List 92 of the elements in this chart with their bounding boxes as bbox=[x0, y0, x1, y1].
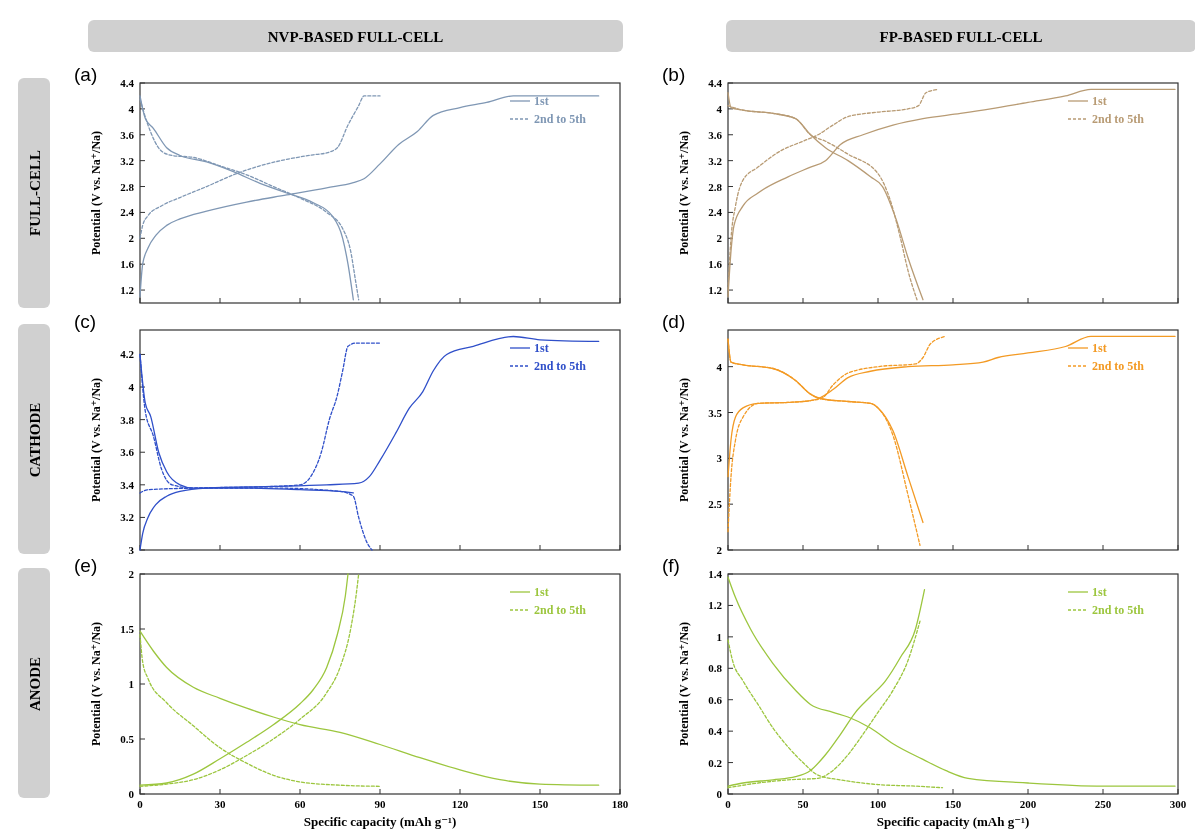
y-tick-label: 4.2 bbox=[120, 348, 135, 361]
y-axis-title: Potential (V vs. Na⁺/Na) bbox=[677, 130, 691, 256]
legend-label: 1st bbox=[1092, 341, 1107, 355]
line-series bbox=[727, 88, 1176, 298]
legend-label: 2nd to 5th bbox=[534, 603, 587, 617]
x-tick-label: 90 bbox=[374, 798, 386, 810]
legend-label: 1st bbox=[534, 585, 549, 599]
y-tick-label: 2.5 bbox=[708, 498, 723, 511]
y-tick-label: 1 bbox=[128, 678, 134, 690]
y-tick-label: 1.6 bbox=[120, 258, 135, 271]
y-tick-label: 2 bbox=[128, 568, 135, 580]
y-tick-label: 3 bbox=[716, 452, 723, 465]
y-tick-label: 0.5 bbox=[120, 733, 135, 745]
legend-label: 2nd to 5th bbox=[1092, 603, 1145, 617]
line-series bbox=[139, 95, 600, 298]
x-tick-label: 150 bbox=[944, 798, 962, 810]
y-axis-title: Potential (V vs. Na⁺/Na) bbox=[89, 621, 103, 747]
legend-label: 1st bbox=[534, 94, 549, 108]
x-tick-label: 30 bbox=[214, 798, 226, 810]
x-tick-label: 100 bbox=[869, 798, 887, 810]
legend-label: 1st bbox=[1092, 94, 1107, 108]
x-tick-label: 180 bbox=[611, 798, 629, 810]
y-tick-label: 4 bbox=[716, 102, 723, 115]
chart-title: (f) bbox=[662, 555, 680, 576]
text: CATHODE bbox=[27, 402, 43, 478]
x-tick-label: 150 bbox=[531, 798, 549, 810]
y-tick-label: 1.2 bbox=[708, 284, 723, 297]
line-series bbox=[139, 335, 600, 551]
y-tick-label: 2 bbox=[716, 232, 723, 245]
chart-title: (e) bbox=[74, 555, 98, 576]
x-tick-label: 60 bbox=[294, 798, 306, 810]
y-tick-label: 3 bbox=[128, 544, 135, 556]
y-tick-label: 3.6 bbox=[708, 128, 723, 141]
x-tick-label: 120 bbox=[451, 798, 469, 810]
y-tick-label: 4 bbox=[128, 381, 135, 394]
x-tick-label: 200 bbox=[1019, 798, 1037, 810]
y-tick-label: 2.8 bbox=[120, 180, 135, 193]
y-tick-label: 1.4 bbox=[708, 568, 723, 580]
legend-label: 1st bbox=[534, 341, 549, 355]
y-tick-label: 3.5 bbox=[708, 406, 723, 419]
x-tick-label: 0 bbox=[725, 798, 732, 810]
y-tick-label: 4 bbox=[716, 360, 723, 373]
y-tick-label: 4.4 bbox=[120, 77, 135, 89]
y-tick-label: 1.2 bbox=[120, 284, 135, 297]
x-tick-label: 300 bbox=[1169, 798, 1187, 810]
x-tick-label: 250 bbox=[1094, 798, 1112, 810]
legend-label: 2nd to 5th bbox=[534, 112, 587, 126]
legend-label: 1st bbox=[1092, 585, 1107, 599]
y-tick-label: 1 bbox=[716, 630, 722, 643]
x-axis-title: Specific capacity (mAh g⁻¹) bbox=[303, 814, 457, 829]
chart-title: (c) bbox=[74, 311, 97, 332]
y-tick-label: 3.2 bbox=[120, 511, 135, 524]
y-tick-label: 0.6 bbox=[708, 693, 723, 706]
y-tick-label: 4.4 bbox=[708, 77, 723, 89]
y-tick-label: 4 bbox=[128, 102, 135, 115]
y-tick-label: 2.4 bbox=[708, 206, 723, 219]
y-axis-title: Potential (V vs. Na⁺/Na) bbox=[89, 130, 103, 256]
y-tick-label: 3.6 bbox=[120, 128, 135, 141]
y-tick-label: 2.8 bbox=[708, 180, 723, 193]
legend-label: 2nd to 5th bbox=[534, 359, 587, 373]
chart-title: (d) bbox=[662, 311, 686, 332]
line-series bbox=[727, 576, 1176, 787]
y-tick-label: 1.6 bbox=[708, 258, 723, 271]
x-axis-title: Specific capacity (mAh g⁻¹) bbox=[876, 814, 1030, 829]
chart-title: (b) bbox=[662, 64, 686, 85]
chart-title: (a) bbox=[74, 64, 98, 85]
y-tick-label: 2 bbox=[716, 544, 723, 556]
y-tick-label: 0 bbox=[128, 788, 135, 800]
y-tick-label: 0.4 bbox=[708, 725, 723, 738]
y-tick-label: 3.6 bbox=[120, 446, 135, 459]
y-tick-label: 0 bbox=[716, 788, 723, 800]
y-tick-label: 0.8 bbox=[708, 662, 723, 675]
y-tick-label: 2.4 bbox=[120, 206, 135, 219]
legend-label: 2nd to 5th bbox=[1092, 359, 1145, 373]
text: FULL-CELL bbox=[27, 150, 43, 236]
y-tick-label: 1.2 bbox=[708, 599, 723, 612]
y-tick-label: 2 bbox=[128, 232, 135, 245]
x-tick-label: 0 bbox=[137, 798, 144, 810]
legend-label: 2nd to 5th bbox=[1092, 112, 1145, 126]
y-axis-title: Potential (V vs. Na⁺/Na) bbox=[89, 377, 103, 503]
y-axis-title: Potential (V vs. Na⁺/Na) bbox=[677, 377, 691, 503]
x-tick-label: 50 bbox=[797, 798, 809, 810]
y-tick-label: 0.2 bbox=[708, 756, 723, 769]
y-tick-label: 1.5 bbox=[120, 623, 135, 635]
y-tick-label: 3.4 bbox=[120, 478, 135, 491]
y-tick-label: 3.2 bbox=[708, 154, 723, 167]
y-tick-label: 3.8 bbox=[120, 413, 135, 426]
y-axis-title: Potential (V vs. Na⁺/Na) bbox=[677, 621, 691, 747]
text: ANODE bbox=[27, 656, 43, 712]
chart-subtitle: NVP-BASED FULL-CELL bbox=[267, 29, 444, 45]
y-tick-label: 3.2 bbox=[120, 154, 135, 167]
chart-subtitle: FP-BASED FULL-CELL bbox=[879, 29, 1043, 45]
